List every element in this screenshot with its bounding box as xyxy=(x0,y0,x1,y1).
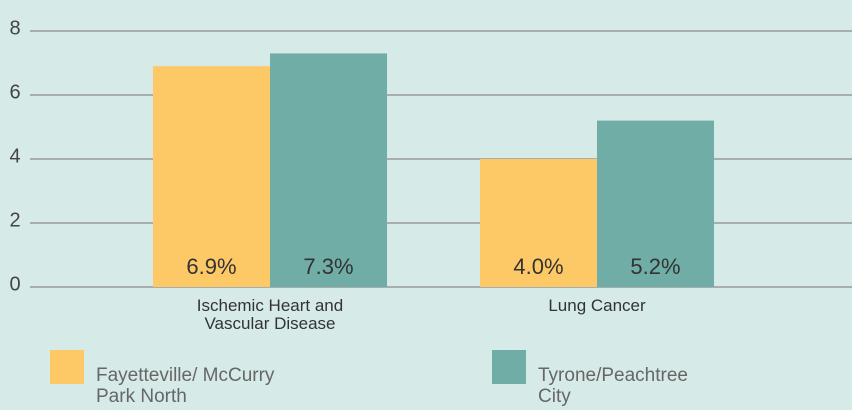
y-tick-label: 0 xyxy=(9,273,20,295)
bar xyxy=(597,120,714,287)
bar xyxy=(270,53,387,288)
y-tick-label: 2 xyxy=(9,209,20,231)
y-tick-label: 6 xyxy=(9,81,20,103)
value-label: 4.0% xyxy=(513,254,563,279)
x-tick-label: Lung Cancer xyxy=(548,296,646,315)
bar xyxy=(153,66,270,287)
x-tick-label: Ischemic Heart and Vascular Disease xyxy=(196,296,344,333)
legend-label: Tyrone/Peachtree City xyxy=(538,365,688,407)
value-label: 5.2% xyxy=(630,254,680,279)
y-tick-label: 8 xyxy=(9,17,20,39)
legend-label: Fayetteville/ McCurry Park North xyxy=(96,365,275,407)
legend-swatch xyxy=(50,350,84,384)
y-tick-label: 4 xyxy=(9,145,20,167)
bar xyxy=(480,159,597,287)
value-label: 7.3% xyxy=(303,254,353,279)
value-label: 6.9% xyxy=(186,254,236,279)
legend-swatch xyxy=(492,350,526,384)
